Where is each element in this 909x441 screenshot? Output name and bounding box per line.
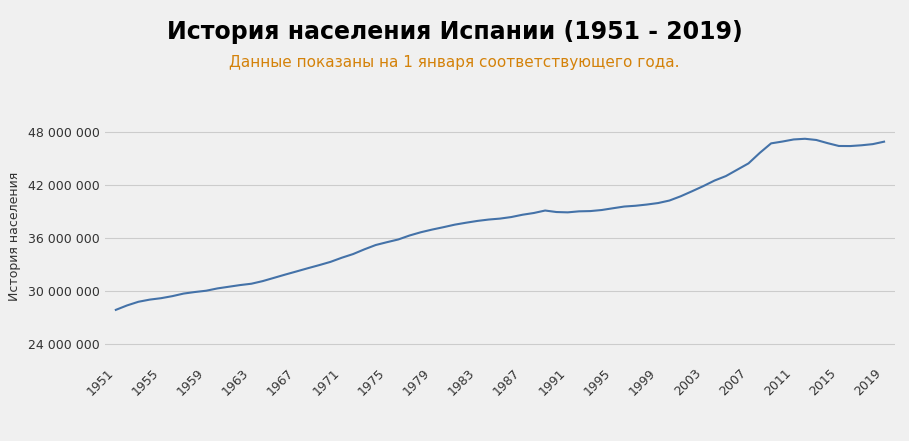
Text: Данные показаны на 1 января соответствующего года.: Данные показаны на 1 января соответствую… xyxy=(229,55,680,70)
Y-axis label: История населения: История населения xyxy=(8,171,21,301)
Text: История населения Испании (1951 - 2019): История населения Испании (1951 - 2019) xyxy=(166,20,743,44)
